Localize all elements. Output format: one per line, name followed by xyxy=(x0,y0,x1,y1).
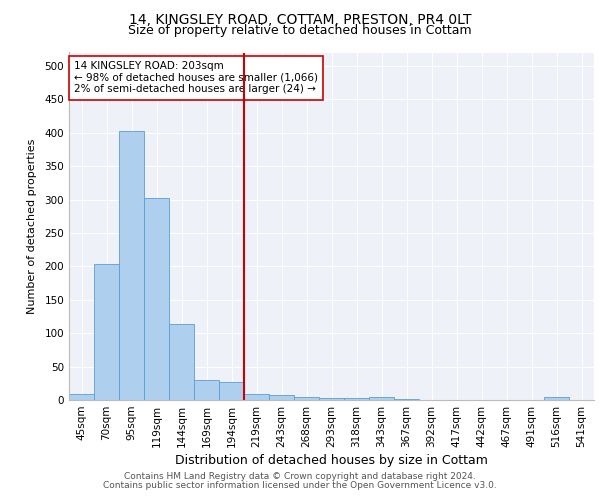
Bar xyxy=(219,382,244,400)
Bar xyxy=(119,130,144,400)
Bar xyxy=(294,398,319,400)
Text: Contains public sector information licensed under the Open Government Licence v3: Contains public sector information licen… xyxy=(103,481,497,490)
Bar xyxy=(369,398,394,400)
Bar xyxy=(169,324,194,400)
Text: Size of property relative to detached houses in Cottam: Size of property relative to detached ho… xyxy=(128,24,472,37)
Bar xyxy=(269,396,294,400)
X-axis label: Distribution of detached houses by size in Cottam: Distribution of detached houses by size … xyxy=(175,454,488,467)
Bar xyxy=(144,198,169,400)
Bar xyxy=(194,380,219,400)
Bar xyxy=(544,398,569,400)
Bar xyxy=(244,394,269,400)
Bar xyxy=(319,398,344,400)
Y-axis label: Number of detached properties: Number of detached properties xyxy=(28,138,37,314)
Bar xyxy=(344,398,369,400)
Text: Contains HM Land Registry data © Crown copyright and database right 2024.: Contains HM Land Registry data © Crown c… xyxy=(124,472,476,481)
Bar xyxy=(69,394,94,400)
Text: 14 KINGSLEY ROAD: 203sqm
← 98% of detached houses are smaller (1,066)
2% of semi: 14 KINGSLEY ROAD: 203sqm ← 98% of detach… xyxy=(74,61,318,94)
Bar xyxy=(94,264,119,400)
Text: 14, KINGSLEY ROAD, COTTAM, PRESTON, PR4 0LT: 14, KINGSLEY ROAD, COTTAM, PRESTON, PR4 … xyxy=(129,12,471,26)
Bar xyxy=(394,398,419,400)
